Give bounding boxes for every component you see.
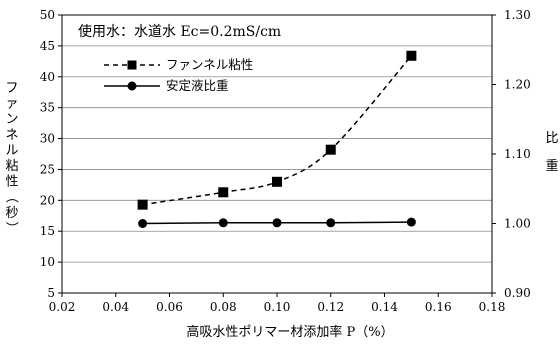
- y-axis-title-left-char: ル: [5, 143, 18, 158]
- y-right-tick-label: 1.20: [504, 78, 531, 92]
- y-axis-title-left: ファンネル粘性（ 秒）: [4, 81, 19, 234]
- y-axis-title-left-char: 粘: [5, 159, 18, 174]
- y-left-tick-label: 5: [47, 286, 55, 300]
- x-tick-label: 0.10: [264, 300, 291, 314]
- x-tick-label: 0.08: [210, 300, 237, 314]
- y-axis-title-left-char: ）: [4, 221, 19, 234]
- axis-ticks: 5 10 15 20 25 30 35 40 45 50 0.90 1.00 1.10 1.20 1.30 0…: [40, 8, 531, 314]
- data-point-circle: [406, 217, 416, 227]
- data-point-circle: [272, 218, 282, 228]
- x-tick-label: 0.12: [317, 300, 344, 314]
- y-right-tick-label: 1.10: [504, 147, 531, 161]
- data-point-square: [218, 187, 229, 198]
- data-point-circle: [138, 219, 148, 228]
- y-right-tick-label: 1.00: [504, 217, 531, 231]
- y-axis-title-right-char: 重: [545, 158, 558, 174]
- y-axis-title-left-char: フ: [5, 81, 18, 96]
- data-point-circle: [326, 218, 336, 228]
- y-axis-title-left-char: 性: [5, 175, 18, 190]
- data-point-square: [325, 144, 336, 155]
- data-point-circle: [218, 218, 228, 228]
- legend: ファンネル粘性 安定液比重: [104, 57, 253, 93]
- y-axis-title-right: 比重: [545, 131, 558, 174]
- plot-area-frame: [61, 14, 493, 294]
- y-axis-title-left-char: ン: [5, 112, 18, 127]
- y-axis-title-left-char: ァ: [5, 97, 18, 112]
- x-tick-label: 0.06: [156, 300, 183, 314]
- series-layer: [137, 50, 417, 228]
- y-left-tick-label: 35: [40, 101, 55, 115]
- legend-label-density: 安定液比重: [166, 78, 229, 93]
- y-right-tick-label: 1.30: [504, 8, 531, 22]
- data-point-square: [406, 50, 417, 61]
- gridlines: [62, 45, 492, 263]
- y-left-tick-label: 10: [40, 255, 55, 269]
- y-left-tick-label: 45: [40, 39, 55, 53]
- y-left-tick-label: 15: [40, 224, 55, 238]
- condition-annotation: 使用水：水道水 Ec=0.2mS/cm: [78, 23, 281, 40]
- y-axis-title-left-char: 秒: [5, 206, 18, 221]
- y-right-tick-label: 0.90: [504, 286, 531, 300]
- y-left-tick-label: 40: [40, 70, 55, 84]
- legend-marker-circle: [127, 81, 137, 91]
- legend-marker-square: [127, 60, 137, 70]
- x-axis-title: 高吸水性ポリマー材添加率 P（%）: [186, 324, 393, 340]
- legend-label-funnel: ファンネル粘性: [166, 57, 253, 72]
- y-left-tick-label: 20: [40, 193, 55, 207]
- data-point-square: [272, 176, 282, 187]
- x-axis-title-text: 高吸水性ポリマー材添加率 P（%）: [186, 324, 393, 340]
- y-axis-title-right-char: 比: [545, 131, 558, 146]
- y-axis-title-left-char: （: [4, 190, 19, 203]
- y-left-tick-label: 50: [40, 8, 55, 22]
- x-tick-label: 0.18: [479, 300, 506, 314]
- y-axis-title-left-char: ネ: [5, 128, 18, 143]
- data-point-square: [137, 199, 148, 210]
- y-left-tick-label: 30: [40, 132, 55, 146]
- x-tick-label: 0.04: [102, 300, 129, 314]
- x-tick-label: 0.16: [425, 300, 452, 314]
- x-tick-label: 0.02: [49, 300, 76, 314]
- x-tick-label: 0.14: [371, 300, 398, 314]
- y-left-tick-label: 25: [40, 162, 55, 176]
